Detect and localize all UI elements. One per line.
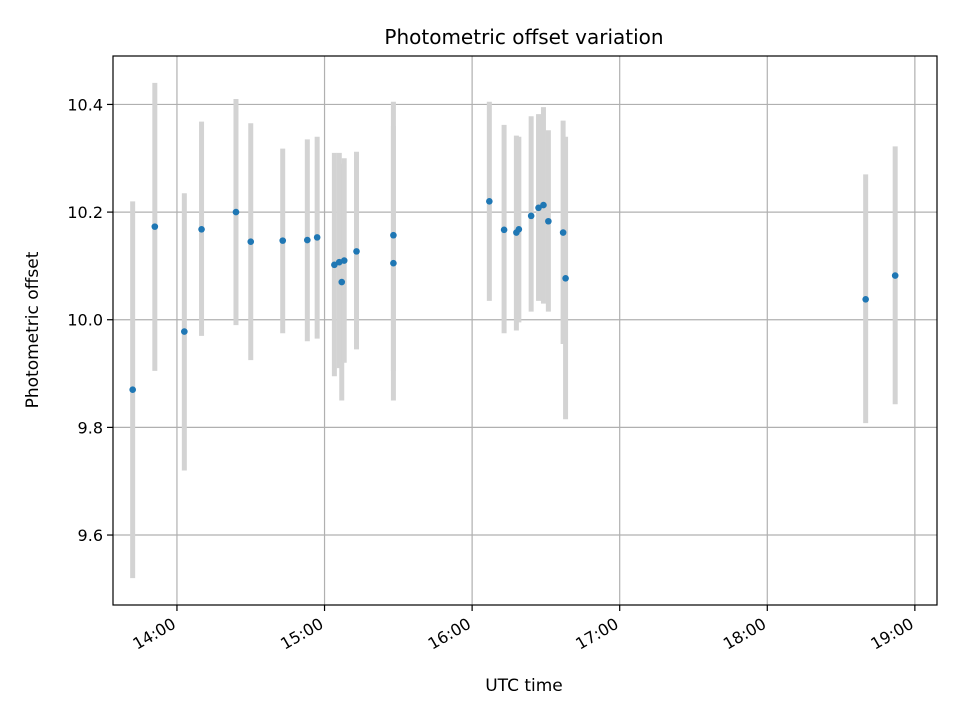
data-point [545, 217, 552, 225]
data-point [500, 226, 508, 234]
data-point [559, 229, 567, 236]
data-point [181, 328, 188, 335]
y-tick-label: 9.6 [78, 526, 103, 545]
x-tick-label: 17:00 [572, 614, 621, 654]
grid-lines [113, 56, 937, 605]
y-tick-label: 10.2 [67, 203, 103, 222]
y-tick-label: 10.0 [67, 311, 103, 330]
data-point [515, 226, 523, 233]
plot-area-frame [112, 55, 938, 606]
data-point [313, 234, 321, 241]
chart-title: Photometric offset variation [384, 25, 663, 49]
data-point [129, 386, 136, 394]
data-point [540, 201, 547, 209]
y-axis-label: Photometric offset [23, 251, 43, 408]
data-point [390, 259, 397, 267]
x-axis-ticks: 14:00 15:00 16:00 17:00 18:00 19:00 [130, 605, 917, 654]
data-point [247, 238, 255, 245]
data-point [862, 295, 869, 303]
x-tick-label: 19:00 [867, 614, 916, 654]
data-point [340, 257, 348, 264]
data-point [535, 204, 542, 212]
data-point [232, 208, 240, 216]
x-tick-label: 18:00 [720, 614, 769, 654]
data-point [353, 248, 360, 255]
data-points [129, 198, 899, 394]
data-point [198, 226, 205, 233]
data-point [338, 278, 346, 286]
data-point [562, 274, 569, 282]
data-point [390, 231, 397, 239]
data-point [279, 237, 287, 244]
data-point [891, 272, 899, 279]
data-point [486, 198, 493, 205]
x-tick-label: 16:00 [425, 614, 474, 654]
data-point [304, 236, 311, 244]
error-bars [130, 82, 898, 579]
y-tick-label: 10.4 [67, 95, 103, 114]
y-axis-ticks: 9.6 9.8 10.0 10.2 10.4 [67, 95, 113, 545]
x-axis-label: UTC time [485, 676, 563, 696]
data-point [331, 261, 338, 269]
y-tick-label: 9.8 [78, 418, 103, 437]
data-point [527, 212, 535, 220]
x-tick-label: 15:00 [277, 614, 326, 654]
x-tick-label: 14:00 [130, 614, 179, 654]
data-point [151, 223, 159, 230]
